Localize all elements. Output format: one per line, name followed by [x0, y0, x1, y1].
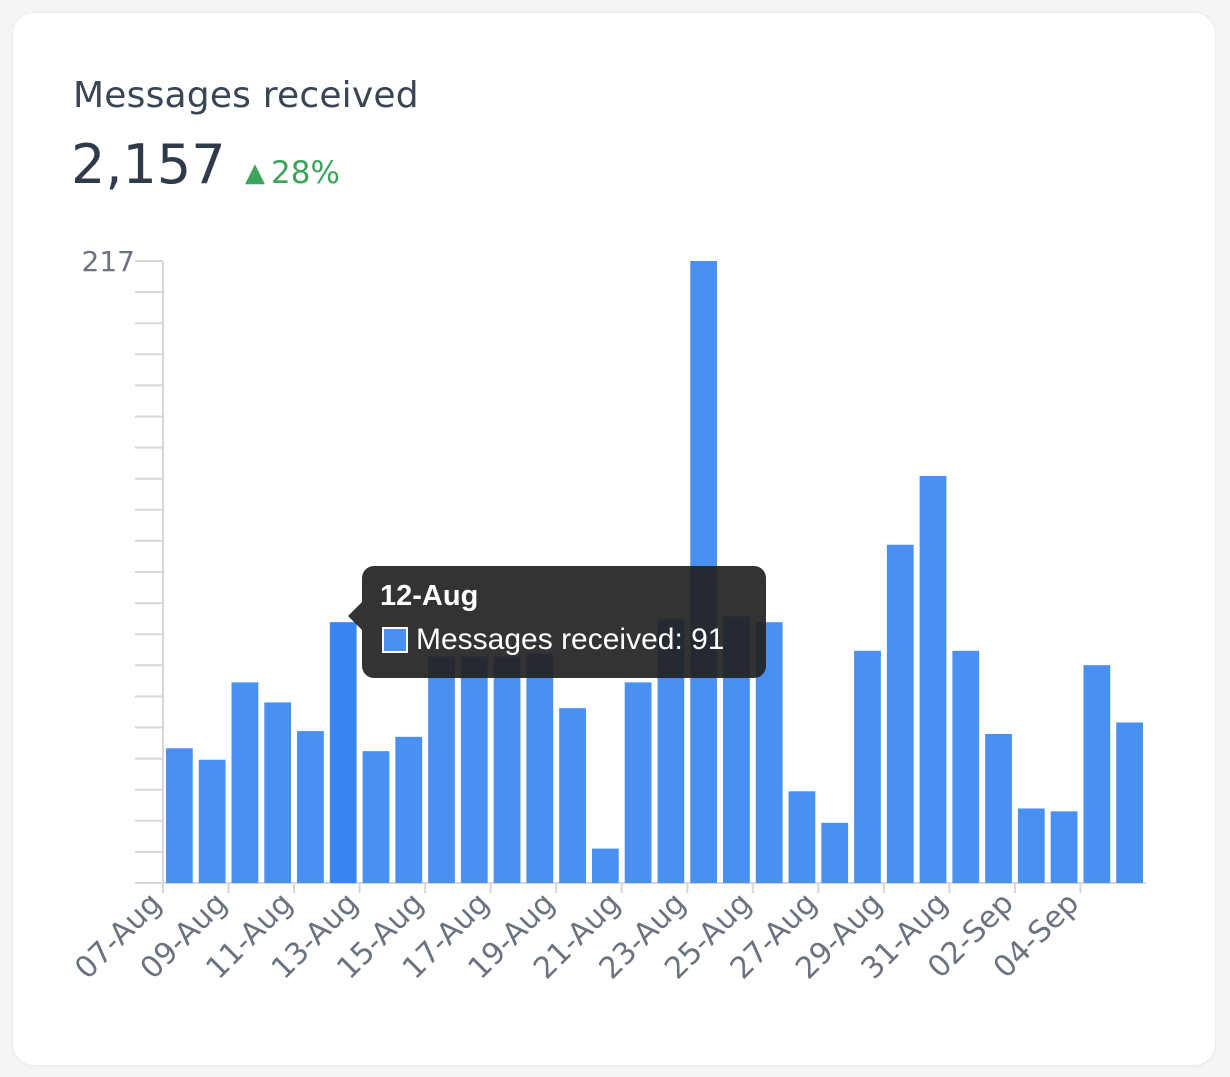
bar-17-Aug[interactable]: [493, 656, 521, 883]
bar-02-Sep[interactable]: [1017, 808, 1045, 883]
bar-13-Aug[interactable]: [362, 751, 390, 883]
bar-26-Aug[interactable]: [788, 791, 816, 883]
tooltip-series-label: Messages received: 91: [416, 623, 725, 656]
bar-31-Aug[interactable]: [952, 650, 980, 883]
bar-12-Aug[interactable]: [329, 622, 357, 883]
messages-received-card: Messages received 2,157 ▲ 28%: [12, 12, 1216, 1066]
bar-19-Aug[interactable]: [559, 708, 586, 883]
bar-29-Aug[interactable]: [886, 544, 914, 883]
chart-tooltip: 12-Aug Messages received: 91: [348, 566, 766, 678]
bar-11-Aug[interactable]: [297, 731, 324, 883]
bar-01-Sep[interactable]: [985, 733, 1012, 883]
bar-04-Sep[interactable]: [1083, 665, 1111, 883]
bar-20-Aug[interactable]: [591, 848, 619, 883]
change-value: 28%: [271, 155, 340, 191]
bar-10-Aug[interactable]: [264, 702, 292, 883]
tooltip-date: 12-Aug: [380, 580, 479, 612]
bar-08-Aug[interactable]: [198, 759, 226, 883]
bar-07-Aug[interactable]: [166, 748, 193, 883]
change-badge: ▲ 28%: [245, 155, 340, 191]
bar-09-Aug[interactable]: [231, 682, 259, 883]
bar-18-Aug[interactable]: [526, 653, 554, 883]
tooltip-row: Messages received: 91: [380, 623, 748, 657]
bar-30-Aug[interactable]: [919, 475, 947, 883]
total-value: 2,157: [71, 133, 226, 196]
bar-21-Aug[interactable]: [624, 682, 652, 883]
bar-16-Aug[interactable]: [460, 656, 488, 883]
bar-03-Sep[interactable]: [1050, 811, 1078, 883]
card-title: Messages received: [73, 75, 419, 116]
bar-05-Sep[interactable]: [1116, 722, 1143, 883]
series-swatch: [382, 627, 408, 653]
bar-14-Aug[interactable]: [395, 736, 423, 883]
bar-15-Aug[interactable]: [428, 656, 455, 883]
arrow-up-icon: ▲: [245, 158, 265, 188]
y-tick-label: 217: [82, 245, 135, 278]
bar-27-Aug[interactable]: [821, 822, 849, 883]
bar-28-Aug[interactable]: [854, 650, 881, 883]
